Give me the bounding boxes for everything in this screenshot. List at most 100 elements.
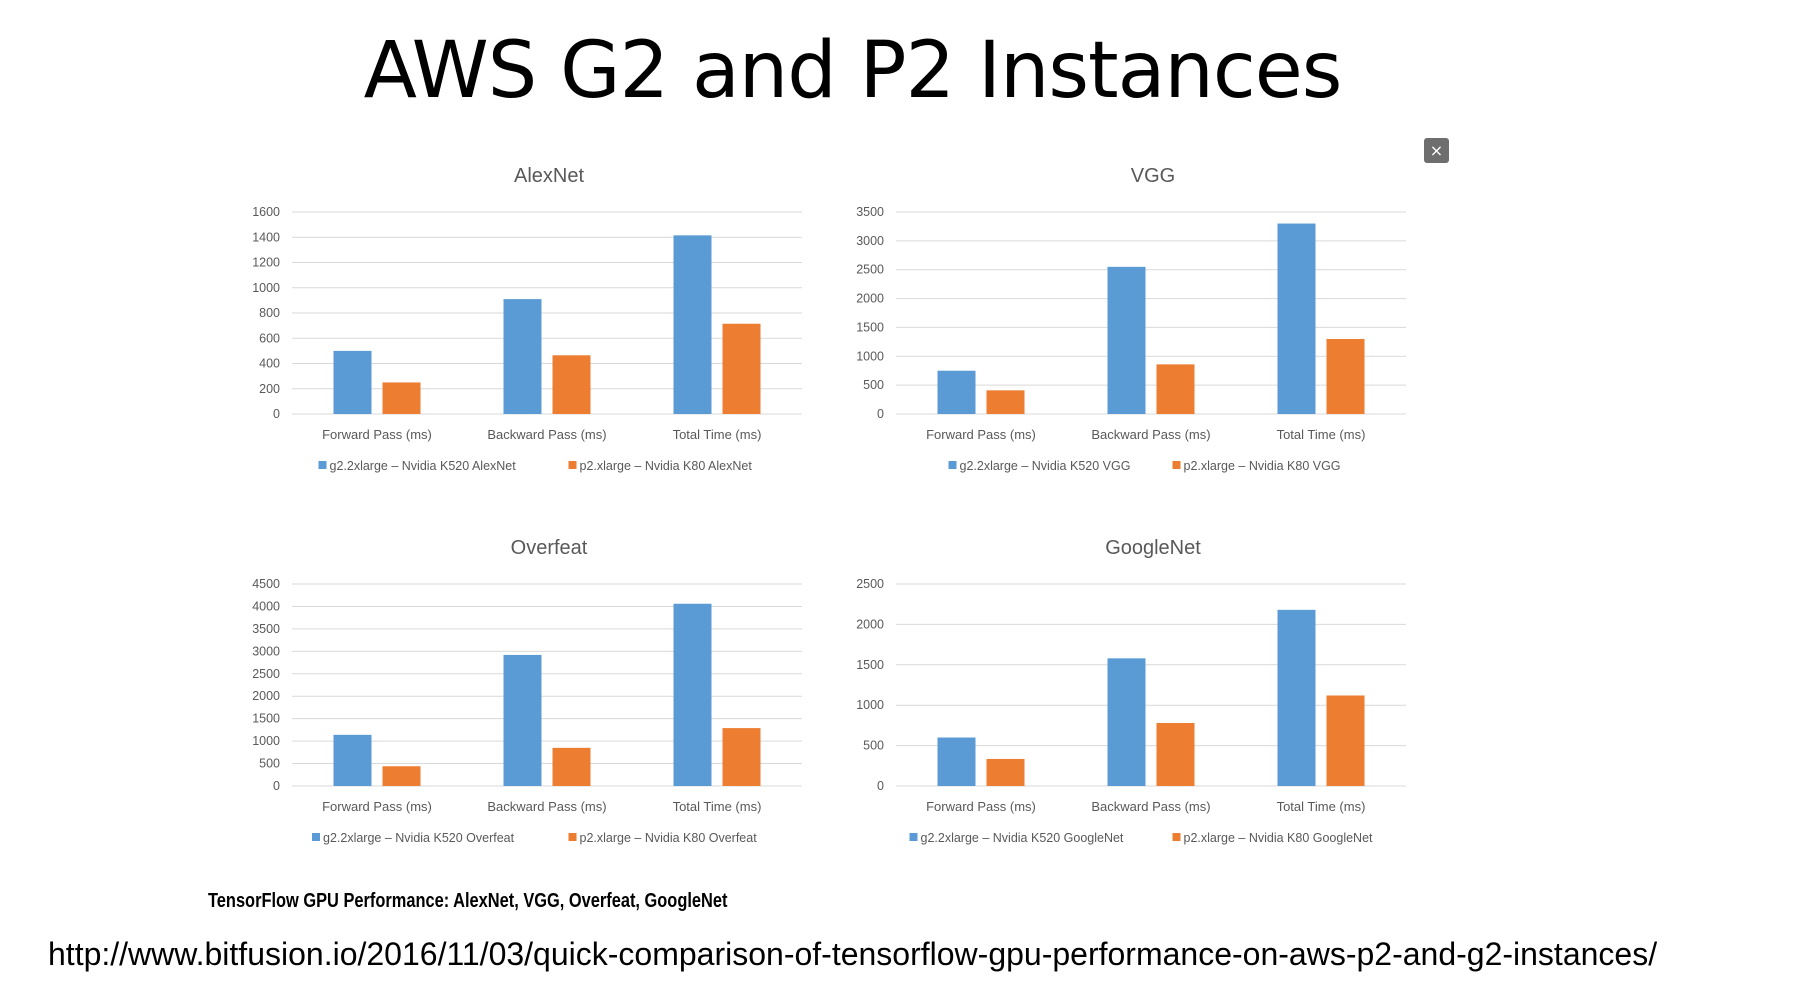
y-tick-label: 2000 [252,689,280,703]
bar-g2 [673,235,712,414]
y-tick-label: 1000 [252,734,280,748]
bar-p2 [1326,338,1365,414]
bar-g2 [937,737,976,786]
y-tick-label: 2000 [856,617,884,631]
chart-legend: g2.2xlarge – Nvidia K520 AlexNet p2.xlarg… [318,459,753,473]
bar-p2 [986,758,1025,786]
close-button[interactable]: × [1424,138,1449,163]
y-tick-label: 4000 [252,599,280,613]
chart-legend: g2.2xlarge – Nvidia K520 GoogleNet p2.xla… [909,831,1374,845]
x-tick-label: Forward Pass (ms) [322,427,432,442]
y-tick-label: 0 [273,407,280,421]
legend-swatch [312,833,320,841]
y-tick-label: 0 [877,779,884,793]
bar-p2 [1326,695,1365,786]
legend-swatch [318,461,327,469]
chart-panel-alexnet: AlexNet 0 200 400 600 800 1000 1200 1400 1600 Forw… [230,158,830,488]
y-tick-label: 1500 [856,658,884,672]
x-tick-label: Total Time (ms) [1277,427,1366,442]
source-link[interactable]: http://www.bitfusion.io/2016/11/03/quick… [48,936,1658,972]
x-tick-label: Backward Pass (ms) [1091,799,1210,814]
y-tick-label: 1000 [856,349,884,363]
legend-swatch [568,833,577,841]
legend-label: p2.xlarge – Nvidia K80 AlexNet [580,459,753,473]
bar-p2 [722,323,761,414]
y-tick-label: 1600 [252,205,280,219]
x-tick-label: Total Time (ms) [673,427,762,442]
bar-p2 [722,728,761,786]
legend-swatch [568,461,577,469]
y-tick-label: 3000 [856,234,884,248]
x-tick-label: Backward Pass (ms) [487,799,606,814]
y-tick-label: 1500 [252,712,280,726]
y-tick-label: 3000 [252,644,280,658]
legend-swatch [948,461,957,469]
y-tick-label: 1000 [856,698,884,712]
figure-caption: TensorFlow GPU Performance: AlexNet, VGG… [208,890,728,912]
legend-label: g2.2xlarge – Nvidia K520 GoogleNet [921,831,1124,845]
bar-p2 [552,355,591,414]
chart-title: VGG [1131,165,1175,187]
x-tick-label: Backward Pass (ms) [487,427,606,442]
legend-label: g2.2xlarge – Nvidia K520 VGG [960,459,1131,473]
bar-g2 [333,350,372,414]
bar-g2 [1107,266,1146,414]
y-tick-label: 4500 [252,577,280,591]
y-tick-label: 600 [259,331,280,345]
x-tick-label: Forward Pass (ms) [926,427,1036,442]
legend-label: p2.xlarge – Nvidia K80 Overfeat [580,831,758,845]
bar-g2 [673,603,712,786]
chart-panel-vgg: VGG 0 500 1000 1500 2000 2500 3000 3500 Forward P… [834,158,1434,488]
y-tick-label: 1000 [252,281,280,295]
bar-g2 [1277,609,1316,786]
y-tick-label: 200 [259,382,280,396]
chart-vgg: VGG 0 500 1000 1500 2000 2500 3000 3500 Forward P… [856,165,1406,473]
y-tick-label: 3500 [856,205,884,219]
y-tick-label: 3500 [252,622,280,636]
chart-title: AlexNet [514,165,584,187]
legend-label: g2.2xlarge – Nvidia K520 Overfeat [323,831,515,845]
y-tick-label: 1200 [252,256,280,270]
bar-g2 [1277,223,1316,414]
chart-panel-overfeat: Overfeat 0 500 1000 1500 2000 2500 3000 3500 4000… [230,530,830,860]
chart-overfeat: Overfeat 0 500 1000 1500 2000 2500 3000 3500 4000… [252,537,802,845]
y-tick-label: 2500 [856,263,884,277]
y-tick-label: 1400 [252,230,280,244]
legend-swatch [1172,833,1181,841]
y-tick-label: 2500 [252,667,280,681]
bar-g2 [937,370,976,414]
x-tick-label: Forward Pass (ms) [926,799,1036,814]
legend-label: p2.xlarge – Nvidia K80 GoogleNet [1184,831,1374,845]
x-tick-label: Forward Pass (ms) [322,799,432,814]
bar-p2 [1156,364,1195,414]
legend-label: p2.xlarge – Nvidia K80 VGG [1184,459,1341,473]
bar-g2 [503,654,542,786]
chart-title: GoogleNet [1105,537,1201,559]
y-tick-label: 800 [259,306,280,320]
x-tick-label: Backward Pass (ms) [1091,427,1210,442]
bar-p2 [382,382,421,414]
bar-p2 [986,390,1025,414]
bar-p2 [382,766,421,786]
y-tick-label: 0 [273,779,280,793]
slide-title: AWS G2 and P2 Instances [363,26,1343,116]
y-tick-label: 500 [863,378,884,392]
chart-title: Overfeat [511,537,588,559]
chart-alexnet: AlexNet 0 200 400 600 800 1000 1200 1400 1600 Forw… [252,165,802,473]
bar-p2 [1156,722,1195,786]
y-tick-label: 0 [877,407,884,421]
x-tick-label: Total Time (ms) [1277,799,1366,814]
y-tick-label: 2500 [856,577,884,591]
legend-swatch [1172,461,1181,469]
bar-g2 [333,734,372,786]
chart-panel-googlenet: GoogleNet 0 500 1000 1500 2000 2500 Forward Pas… [834,530,1434,860]
bar-p2 [552,747,591,786]
legend-label: g2.2xlarge – Nvidia K520 AlexNet [330,459,517,473]
chart-legend: g2.2xlarge – Nvidia K520 Overfeat p2.xlar… [312,831,757,845]
y-tick-label: 400 [259,357,280,371]
chart-legend: g2.2xlarge – Nvidia K520 VGG p2.xlarge – … [948,459,1341,473]
close-icon: × [1429,141,1444,160]
y-tick-label: 500 [259,757,280,771]
y-tick-label: 1500 [856,320,884,334]
y-tick-label: 500 [863,739,884,753]
